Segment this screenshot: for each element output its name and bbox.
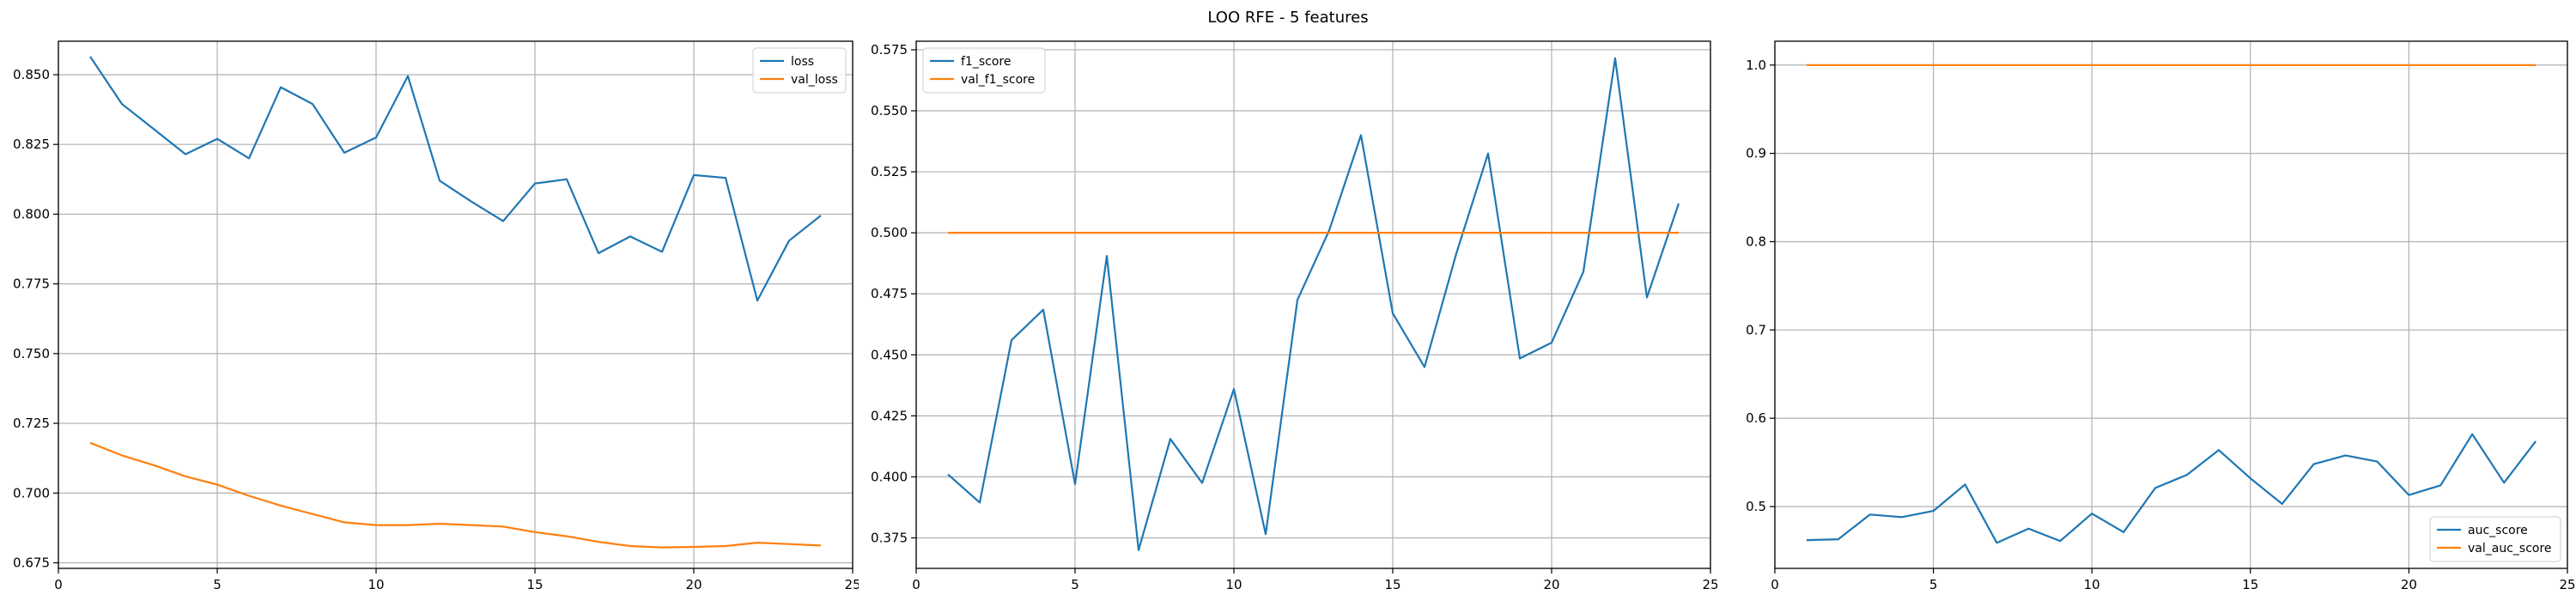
x-tick-label: 25 [1702,577,1717,592]
x-tick-label: 0 [912,577,920,592]
series-line-val-loss [89,441,822,549]
y-tick-label: 0.850 [13,67,50,82]
legend-label: val_auc_score [2468,542,2552,555]
y-tick-label: 0.475 [871,286,908,301]
y-tick-label: 0.500 [871,225,908,240]
legend-label: f1_score [961,55,1011,69]
legend-box [922,47,1046,94]
y-tick-label: 0.450 [871,347,908,362]
y-tick-label: 0.6 [1746,410,1766,426]
axes-frame [58,40,854,569]
y-tick-label: 0.775 [13,276,50,292]
legend-box [752,47,847,94]
loss-chart: 0 5 10 15 20 25 0.675 0.700 0.725 0.750 0.775 0.800… [13,40,859,592]
x-tick-label: 0 [54,577,63,592]
auc-score-chart: 0 5 10 15 20 25 0.5 0.6 0.7 0.8 0.9 1.0 auc_scoreval… [1746,40,2576,592]
y-tick-label: 0.7 [1746,322,1766,337]
legend-label: auc_score [2468,524,2528,537]
x-tick-label: 15 [526,577,543,592]
legend-label: loss [791,55,814,69]
x-tick-label: 10 [2084,577,2100,592]
x-tick-label: 5 [213,577,222,592]
x-tick-label: 20 [2401,577,2417,592]
y-tick-label: 0.725 [13,416,50,431]
figure-title: LOO RFE - 5 features [1207,9,1369,27]
y-tick-label: 0.825 [13,137,50,152]
y-tick-label: 0.675 [13,555,50,571]
axes-frame [1774,40,2568,569]
y-tick-label: 0.700 [13,485,50,501]
x-tick-label: 15 [1384,577,1400,592]
x-tick-label: 0 [1771,577,1779,592]
legend-box [2429,516,2561,562]
series-line-f1-score [947,57,1680,551]
x-tick-label: 15 [2242,577,2258,592]
x-tick-label: 20 [1543,577,1559,592]
y-tick-label: 0.375 [871,530,908,545]
f1-score-chart: 0 5 10 15 20 25 0.375 0.400 0.425 0.450 0.475 0.500… [871,40,1717,592]
legend-label: val_f1_score [961,73,1035,87]
x-tick-label: 20 [685,577,702,592]
x-tick-label: 10 [368,577,384,592]
y-tick-label: 1.0 [1746,58,1766,73]
y-tick-label: 0.525 [871,164,908,179]
y-tick-label: 0.750 [13,346,50,361]
y-tick-label: 0.400 [871,469,908,484]
y-tick-label: 0.800 [13,206,50,222]
legend: loss val_loss [752,47,847,94]
x-tick-label: 10 [1225,577,1242,592]
legend: f1_score val_f1_score [922,47,1046,94]
y-tick-label: 0.425 [871,408,908,423]
legend-label: val_loss [791,73,838,87]
axes-frame [915,40,1711,569]
x-tick-label: 25 [844,577,859,592]
x-tick-label: 5 [1071,577,1079,592]
y-tick-label: 0.575 [871,42,908,58]
y-tick-label: 0.550 [871,103,908,118]
x-tick-label: 25 [2559,577,2575,592]
y-tick-label: 0.8 [1746,234,1766,249]
series-line-loss [89,56,822,302]
y-tick-label: 0.9 [1746,146,1766,161]
y-tick-label: 0.5 [1746,499,1766,514]
series-line-auc-score [1806,433,2537,544]
legend: auc_score val_auc_score [2429,516,2561,562]
x-tick-label: 5 [1929,577,1938,592]
